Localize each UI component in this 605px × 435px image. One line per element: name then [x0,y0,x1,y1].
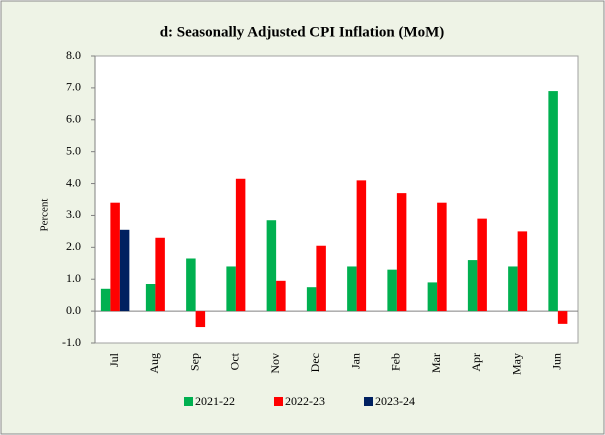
x-tick-label: Jun [550,353,564,370]
legend-swatch [184,397,193,406]
bar [100,288,111,312]
y-tick-label: 4.0 [66,175,81,189]
bar [155,237,165,312]
x-tick-label: Jul [107,352,121,367]
y-tick-label: 7.0 [66,80,81,94]
bar [347,266,357,312]
x-tick-label: May [509,353,523,375]
y-tick-label: 2.0 [66,239,81,253]
x-tick-label: Dec [308,353,322,372]
bar [356,180,367,312]
bar [427,282,438,312]
x-tick-label: Nov [268,353,282,374]
y-tick-label: 3.0 [66,207,81,221]
bar [186,258,196,312]
legend-label: 2021-22 [195,394,235,408]
bar [467,260,478,312]
x-tick-label: Sep [187,353,201,371]
chart-title: d: Seasonally Adjusted CPI Inflation (Mo… [160,24,445,40]
x-tick-label: Jan [348,353,362,369]
bar [276,280,286,312]
x-tick-label: Aug [147,353,161,374]
x-tick-label: Mar [429,353,443,373]
bar [316,245,326,312]
legend-swatch [274,397,283,406]
bar [477,218,487,312]
bar [387,269,397,312]
legend-swatch [364,397,373,406]
bar [266,220,277,312]
y-tick-label: 5.0 [66,143,81,157]
y-tick-label: 0.0 [66,303,81,317]
y-tick-label: 8.0 [66,48,81,62]
y-tick-label: 6.0 [66,112,81,126]
bar [195,311,206,328]
bar [437,202,447,312]
bar [226,266,236,312]
y-tick-label: -1.0 [62,335,81,349]
legend-label: 2023-24 [375,394,415,408]
bar [548,91,558,312]
bar [557,311,568,324]
bar [306,287,317,312]
bar [110,202,120,312]
bar [119,229,130,312]
y-tick-label: 1.0 [66,271,81,285]
bar [145,284,156,312]
x-tick-label: Feb [389,353,403,371]
bar [508,266,518,312]
plot-area [94,55,579,344]
y-axis-label: Percent [39,199,51,232]
x-tick-label: Oct [228,352,242,370]
bar [517,231,528,312]
legend-label: 2022-23 [285,394,325,408]
bar [235,178,246,312]
bar [396,193,407,312]
x-tick-label: Apr [469,353,483,372]
